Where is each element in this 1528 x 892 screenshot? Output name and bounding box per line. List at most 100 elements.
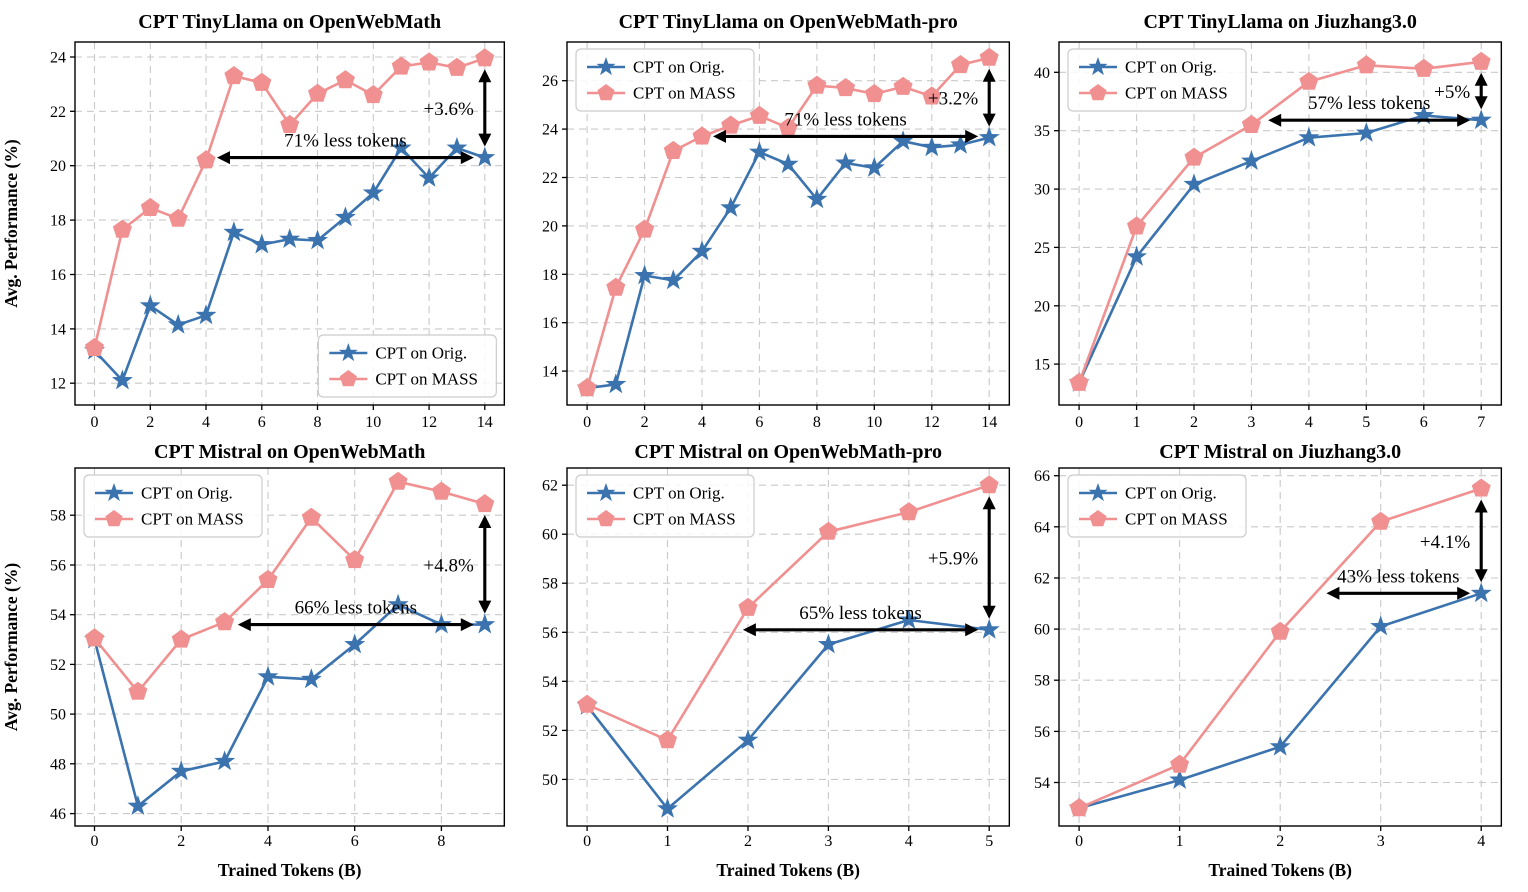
x-tick-label: 6 bbox=[756, 414, 764, 431]
x-tick-label: 0 bbox=[1075, 833, 1083, 850]
pentagon-marker bbox=[577, 378, 597, 397]
y-tick-label: 60 bbox=[542, 527, 558, 544]
x-tick-label: 3 bbox=[1376, 833, 1384, 850]
legend: CPT on Orig. CPT on MASS bbox=[83, 474, 263, 538]
x-tick-label: 8 bbox=[314, 414, 322, 431]
y-tick-label: 46 bbox=[50, 806, 66, 823]
star-marker bbox=[1168, 769, 1190, 789]
y-tick-label: 62 bbox=[1034, 571, 1050, 588]
star-marker bbox=[1355, 122, 1377, 142]
tokens-arrow bbox=[713, 129, 979, 143]
chart-svg: 0 1 2 3 4 54 56 58 60 62 64 66 +4.1% 43% less tokens C… bbox=[1034, 441, 1502, 880]
x-tick-label: 1 bbox=[664, 833, 672, 850]
star-marker bbox=[720, 196, 742, 217]
pentagon-marker bbox=[475, 494, 495, 513]
star-marker bbox=[338, 343, 358, 362]
pentagon-marker bbox=[1413, 58, 1433, 77]
series-line-orig bbox=[93, 603, 485, 808]
star-marker bbox=[691, 240, 713, 261]
star-marker bbox=[127, 795, 149, 815]
x-tick-label: 6 bbox=[351, 833, 359, 850]
chart-cpt-tinyllama-jiuzhang: 0 1 2 3 4 5 6 7 15 20 25 30 35 40 +5% 57% less tokens CP… bbox=[1019, 0, 1528, 434]
legend-label-mass: CPT on MASS bbox=[1125, 510, 1228, 529]
pentagon-marker bbox=[339, 370, 357, 387]
y-tick-label: 48 bbox=[50, 756, 66, 773]
pentagon-marker bbox=[140, 197, 160, 216]
x-tick-label: 7 bbox=[1477, 414, 1485, 431]
y-tick-label: 56 bbox=[50, 558, 66, 575]
star-marker bbox=[279, 228, 301, 248]
y-tick-label: 56 bbox=[1034, 724, 1050, 741]
plot-border bbox=[1057, 467, 1502, 827]
x-tick-label: 2 bbox=[146, 414, 154, 431]
tokens-arrow bbox=[1267, 113, 1470, 127]
chart-title: CPT Mistral on OpenWebMath bbox=[154, 441, 425, 463]
x-tick-label: 10 bbox=[365, 414, 381, 431]
star-marker bbox=[104, 483, 124, 502]
pentagon-marker bbox=[951, 55, 971, 74]
pentagon-marker bbox=[1069, 372, 1089, 391]
plot-border bbox=[566, 467, 1011, 827]
pentagon-marker bbox=[819, 521, 839, 540]
x-tick-label: 4 bbox=[905, 833, 913, 850]
y-tick-label: 60 bbox=[1034, 622, 1050, 639]
pentagon-marker bbox=[335, 70, 355, 89]
star-marker bbox=[1298, 126, 1320, 147]
y-tick-label: 16 bbox=[50, 267, 66, 284]
y-tick-label: 64 bbox=[1034, 519, 1050, 536]
x-tick-label: 5 bbox=[986, 833, 994, 850]
chart-title: CPT Mistral on OpenWebMath-pro bbox=[635, 441, 943, 463]
tokens-label: 43% less tokens bbox=[1337, 566, 1459, 587]
legend-label-orig: CPT on Orig. bbox=[633, 58, 725, 77]
star-marker bbox=[1470, 109, 1492, 130]
legend-label-mass: CPT on MASS bbox=[1125, 84, 1228, 103]
pentagon-marker bbox=[258, 569, 278, 588]
x-tick-label: 0 bbox=[91, 833, 99, 850]
gain-label: +5% bbox=[1434, 82, 1470, 103]
star-marker bbox=[167, 313, 189, 334]
x-tick-label: 0 bbox=[1075, 414, 1083, 431]
legend-label-orig: CPT on Orig. bbox=[1125, 484, 1217, 503]
pentagon-marker bbox=[447, 57, 467, 76]
star-marker bbox=[921, 136, 943, 157]
star-marker bbox=[1369, 615, 1391, 636]
star-marker bbox=[344, 633, 366, 654]
legend-label-mass: CPT on MASS bbox=[141, 510, 244, 529]
gain-label: +4.1% bbox=[1420, 532, 1470, 553]
series-line-orig bbox=[1077, 114, 1481, 384]
x-tick-label: 3 bbox=[825, 833, 833, 850]
tokens-arrow bbox=[743, 623, 979, 637]
star-marker bbox=[835, 152, 857, 172]
y-axis-label: Avg. Performance (%) bbox=[1, 563, 21, 731]
pentagon-marker bbox=[597, 84, 615, 101]
pentagon-marker bbox=[431, 481, 451, 500]
pentagon-marker bbox=[1241, 114, 1261, 133]
pentagon-marker bbox=[893, 76, 913, 95]
gain-arrow bbox=[983, 496, 997, 619]
y-tick-label: 40 bbox=[1034, 65, 1050, 82]
star-marker bbox=[139, 294, 161, 315]
star-marker bbox=[749, 141, 771, 161]
pentagon-marker bbox=[419, 52, 439, 71]
x-axis-label: Trained Tokens (B) bbox=[1208, 860, 1352, 880]
star-marker bbox=[778, 153, 799, 174]
pentagon-marker bbox=[252, 72, 272, 91]
pentagon-marker bbox=[105, 510, 123, 527]
tokens-label: 66% less tokens bbox=[295, 598, 417, 619]
y-tick-label: 26 bbox=[542, 73, 558, 90]
y-tick-label: 22 bbox=[542, 170, 558, 187]
pentagon-marker bbox=[388, 471, 408, 490]
x-tick-label: 4 bbox=[202, 414, 210, 431]
star-marker bbox=[170, 760, 192, 781]
chart-cpt-mistral-jiuzhang: 0 1 2 3 4 54 56 58 60 62 64 66 +4.1% 43% less tokens C… bbox=[1019, 434, 1528, 892]
legend-label-mass: CPT on MASS bbox=[375, 370, 478, 389]
pentagon-marker bbox=[750, 105, 770, 124]
star-marker bbox=[892, 130, 914, 151]
x-tick-label: 5 bbox=[1362, 414, 1370, 431]
gain-arrow bbox=[1474, 499, 1488, 583]
star-marker bbox=[1240, 150, 1262, 170]
gain-label: +4.8% bbox=[424, 555, 474, 576]
pentagon-marker bbox=[308, 83, 328, 102]
